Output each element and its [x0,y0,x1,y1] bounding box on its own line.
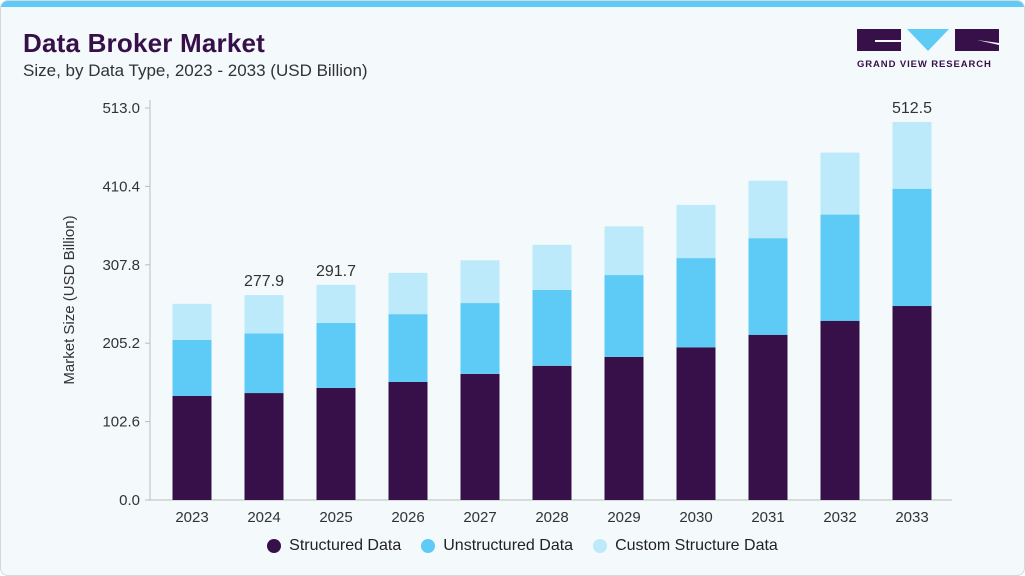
bar-structured-2029 [604,356,644,500]
x-tick-label: 2032 [823,509,856,526]
bar-structured-2023 [172,396,212,500]
y-tick-label: 513.0 [102,100,140,117]
bar-structured-2027 [460,373,500,500]
bar-structured-2030 [676,347,716,500]
x-tick-label: 2033 [895,509,928,526]
y-tick-label: 307.8 [102,257,140,274]
x-tick-label: 2025 [319,509,352,526]
bar-structured-2033 [892,306,932,500]
x-tick-label: 2027 [463,509,496,526]
legend-label: Structured Data [289,537,402,554]
data-label-2024: 277.9 [244,273,284,290]
data-label-2033: 512.5 [892,100,932,117]
bar-custom-2030 [676,204,716,259]
bar-unstructured-2029 [604,275,644,357]
bar-custom-2033 [892,122,932,189]
legend-label: Unstructured Data [443,537,574,554]
legend: Structured Data Unstructured Data Custom… [0,537,1025,555]
legend-item-custom: Custom Structure Data [593,537,778,555]
y-tick-label: 410.4 [102,178,140,195]
logo-text: GRAND VIEW RESEARCH [857,59,992,70]
bar-custom-2025 [316,284,356,323]
bar-structured-2025 [316,387,356,500]
x-tick-label: 2026 [391,509,424,526]
bar-custom-2027 [460,260,500,304]
legend-item-structured: Structured Data [267,537,401,555]
chart-title: Data Broker Market [23,28,266,58]
bar-unstructured-2027 [460,303,500,374]
y-tick-label: 205.2 [102,335,140,352]
bar-unstructured-2031 [748,238,788,335]
bar-unstructured-2024 [244,333,284,394]
bar-structured-2032 [820,320,860,500]
bar-structured-2026 [388,381,428,500]
bar-custom-2029 [604,226,644,276]
bar-custom-2026 [388,272,428,315]
bar-unstructured-2025 [316,322,356,388]
bar-unstructured-2028 [532,289,572,366]
legend-swatch-custom [593,539,608,553]
x-tick-label: 2030 [679,509,712,526]
legend-swatch-unstructured [421,539,436,553]
bar-unstructured-2030 [676,258,716,348]
bar-unstructured-2033 [892,188,932,307]
top-accent-stripe [1,1,1024,7]
bar-custom-2028 [532,244,572,290]
x-tick-label: 2031 [751,509,784,526]
grand-view-research-logo [857,29,999,51]
legend-item-unstructured: Unstructured Data [421,537,573,555]
bar-unstructured-2023 [172,339,212,397]
x-tick-label: 2023 [175,509,208,526]
bar-custom-2031 [748,180,788,239]
bar-unstructured-2026 [388,314,428,382]
y-tick-label: 0.0 [119,492,140,509]
y-axis-title: Market Size (USD Billion) [61,215,78,384]
x-tick-label: 2029 [607,509,640,526]
data-label-2025: 291.7 [316,263,356,280]
x-tick-label: 2028 [535,509,568,526]
bar-structured-2024 [244,393,284,500]
y-tick-label: 102.6 [102,414,140,431]
bar-structured-2028 [532,365,572,500]
legend-swatch-structured [267,539,282,553]
x-tick-label: 2024 [247,509,280,526]
bar-unstructured-2032 [820,214,860,321]
chart-subtitle: Size, by Data Type, 2023 - 2033 (USD Bil… [23,61,368,80]
bar-custom-2023 [172,303,212,340]
legend-label: Custom Structure Data [615,537,778,554]
bar-custom-2024 [244,295,284,334]
bar-custom-2032 [820,152,860,215]
bar-structured-2031 [748,334,788,500]
